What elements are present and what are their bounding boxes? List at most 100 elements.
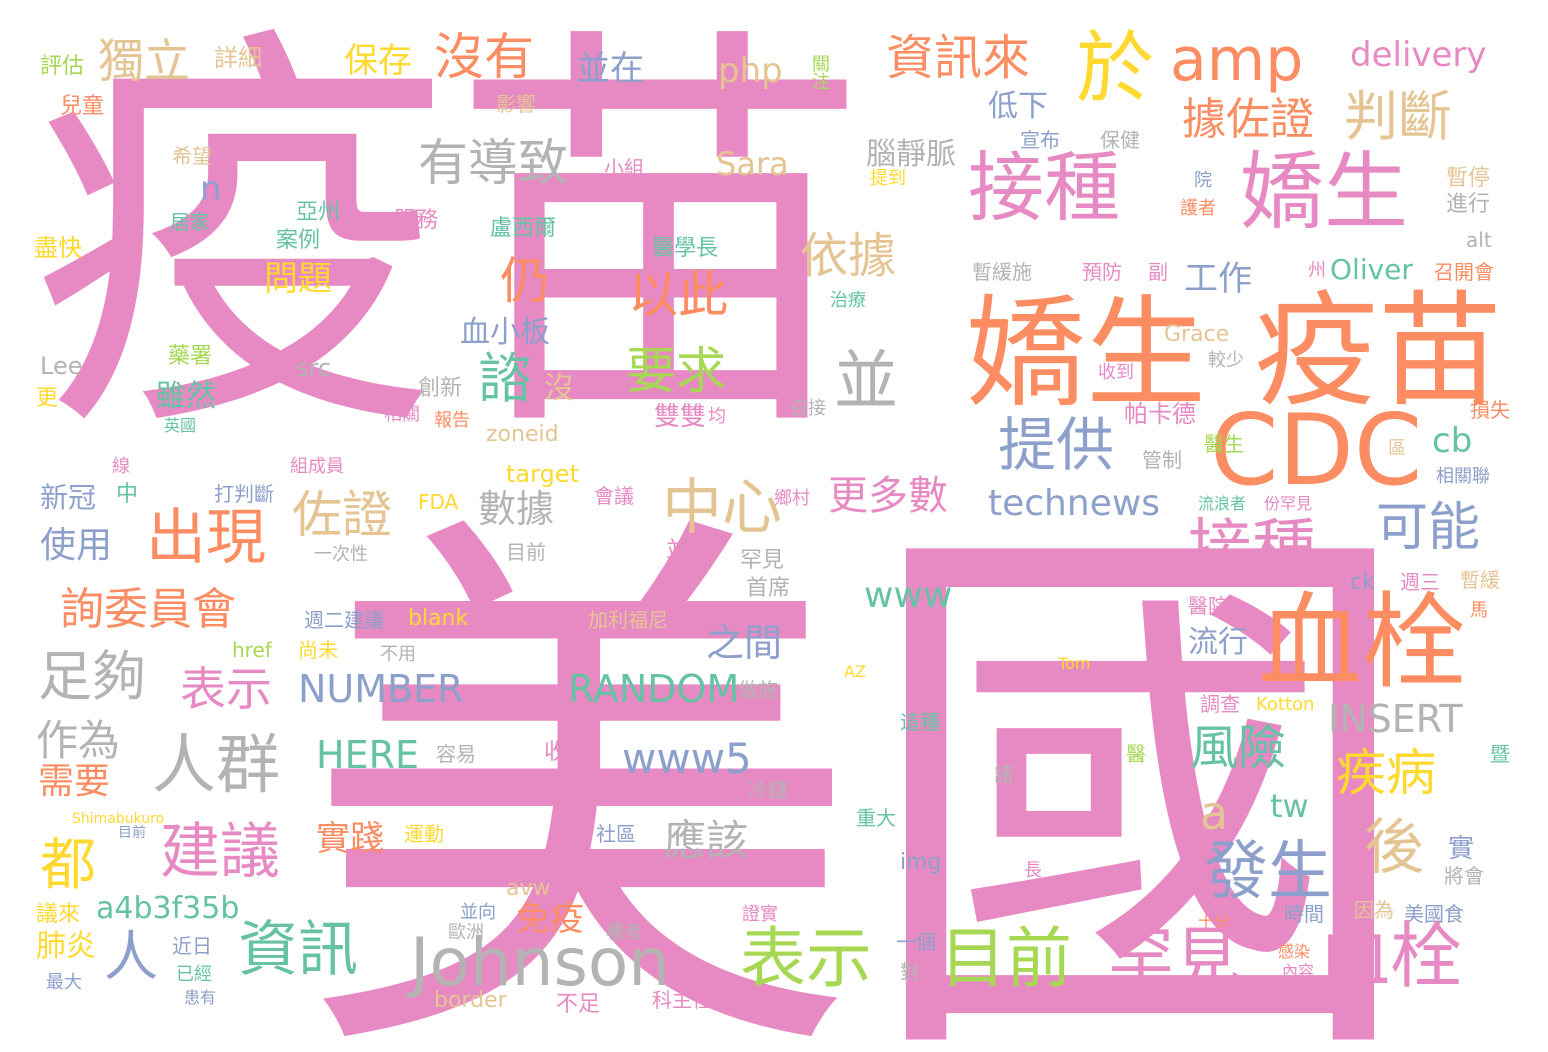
word: 之間 [706, 621, 783, 665]
word: 時間 [1284, 902, 1324, 926]
word: 馬 [1470, 600, 1488, 621]
word: 科主任 [652, 988, 712, 1012]
word: 盡快 [34, 234, 82, 262]
word: 議來 [36, 902, 81, 927]
word: 組成員 [290, 456, 344, 477]
word: 長 [1024, 860, 1042, 881]
word: 暫停 [1446, 166, 1491, 191]
word: alt [1466, 228, 1492, 252]
word: Lee [40, 352, 83, 380]
word: 運動 [404, 822, 444, 846]
word: 院 [1194, 170, 1212, 191]
word: 免疫 [516, 899, 584, 939]
word: 詳細 [214, 44, 262, 72]
word: 實 [1448, 834, 1475, 864]
word: NUMBER [298, 667, 464, 711]
word: 更 [36, 386, 59, 411]
word: 歐洲 [448, 922, 484, 943]
word: 可能 [1376, 498, 1481, 558]
word: 美國 [300, 474, 1420, 1052]
word: 感染 [1278, 942, 1311, 961]
word: 因為 [1354, 898, 1394, 922]
word: 英國 [164, 416, 197, 435]
word: 人群 [152, 729, 280, 803]
word: 重大 [856, 806, 896, 830]
word: 佐證 [292, 486, 392, 544]
word: 患有 [184, 988, 217, 1007]
word: 並向 [460, 902, 496, 923]
word: php [718, 51, 783, 91]
word: 問題 [264, 259, 332, 299]
word: 服務 [394, 208, 439, 233]
word: 罕見 [1108, 920, 1240, 997]
word: Oliver [1330, 253, 1413, 286]
word: 十分 [1198, 912, 1231, 931]
word: 並經 [666, 538, 711, 563]
word: 數據 [478, 487, 555, 531]
word: 發生 [1204, 835, 1332, 909]
word: 新冠 [40, 481, 97, 514]
word: 流行 [1188, 625, 1248, 660]
word: 護者 [1180, 198, 1216, 219]
word: 保存 [344, 41, 412, 81]
word: 損失 [1470, 398, 1510, 422]
word: 並在 [576, 49, 644, 89]
word: 表示 [740, 920, 872, 997]
word: 提到 [870, 168, 906, 189]
word: technews [988, 483, 1161, 524]
word: www5 [622, 734, 752, 783]
word: 醫學長 [652, 236, 719, 261]
word: 對 [900, 960, 920, 984]
word: 區 [1388, 438, 1406, 459]
word: 案例 [276, 228, 321, 253]
word: 表示 [180, 662, 272, 716]
word: FDA [418, 490, 459, 514]
word: 中 [116, 482, 139, 507]
word: 收到 [1098, 362, 1134, 383]
word: 近日 [172, 934, 212, 958]
word: n [200, 169, 222, 209]
word: target [506, 460, 579, 488]
word: src [296, 354, 332, 382]
word: img [900, 850, 942, 875]
word: 報告 [434, 410, 470, 431]
word: 更多數 [828, 473, 948, 519]
word: 線 [112, 456, 130, 477]
word: 調查 [1200, 692, 1240, 716]
word: 資訊來 [886, 30, 1031, 86]
word: 肺炎 [36, 929, 96, 964]
word: 嬌生 [1240, 143, 1409, 241]
word: 進行 [1446, 192, 1491, 217]
word: 兒童 [60, 94, 105, 119]
word: 目前 [118, 825, 146, 841]
word: 血栓 [1258, 581, 1467, 703]
word: a4b3f35b [96, 891, 240, 926]
word: 做施 [738, 678, 778, 702]
word: INSERT [1328, 697, 1463, 741]
word: 尚未 [298, 638, 338, 662]
word: a [1200, 786, 1229, 840]
word: 疫苗 [30, 0, 870, 484]
word: 保健 [1100, 128, 1140, 152]
word: Sara [716, 145, 789, 183]
word: avw [506, 876, 551, 901]
word: 疫苗 [1254, 280, 1503, 424]
word: 冷鏈 [748, 778, 788, 802]
word: 一次性 [314, 544, 368, 565]
word: 雖然 [156, 379, 216, 414]
word: 會議 [594, 484, 634, 508]
word: 週二建議 [304, 608, 384, 632]
word: 低下 [988, 89, 1048, 124]
word: 都 [40, 833, 96, 898]
word: 流浪者 [1198, 494, 1247, 513]
word: 創新 [418, 376, 463, 401]
word: 小組 [604, 156, 644, 180]
word: 美國食 [1404, 902, 1464, 926]
word: 接種 [968, 143, 1120, 232]
word: 據佐證 [1182, 94, 1314, 145]
word: 內容 [1282, 962, 1315, 981]
word: RANDOM [568, 667, 740, 711]
word: 以此 [628, 266, 728, 324]
word: zoneid [486, 422, 559, 447]
word: 均 [708, 406, 726, 427]
